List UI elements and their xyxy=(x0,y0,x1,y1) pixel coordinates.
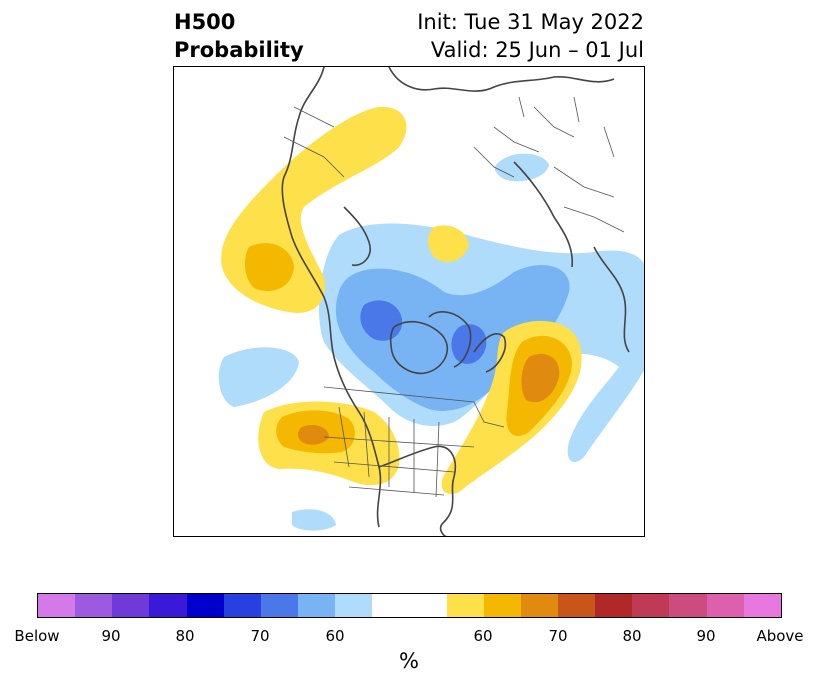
colorbar-segment xyxy=(75,594,113,617)
probability-map xyxy=(173,66,645,537)
colorbar-segment xyxy=(557,594,596,617)
title-valid-range: Valid: 25 Jun – 01 Jul xyxy=(430,38,644,62)
colorbar-tick-label: 60 xyxy=(325,627,345,645)
colorbar-segment xyxy=(149,594,187,617)
title-right: Init: Tue 31 May 2022 Valid: 25 Jun – 01 … xyxy=(417,8,644,64)
title-product: Probability xyxy=(174,38,304,62)
colorbar-tick-label: 60 xyxy=(473,627,493,645)
title-init-date: Init: Tue 31 May 2022 xyxy=(417,10,644,34)
colorbar-segment xyxy=(260,594,298,617)
coastlines xyxy=(281,67,630,536)
map-canvas xyxy=(174,67,644,536)
colorbar xyxy=(37,593,782,618)
colorbar-tick-label: 90 xyxy=(696,627,716,645)
political-borders xyxy=(283,96,625,498)
colorbar-segment xyxy=(446,594,484,617)
colorbar-segment xyxy=(520,594,558,617)
colorbar-segment xyxy=(335,594,373,617)
colorbar-segment xyxy=(223,594,261,617)
colorbar-segment xyxy=(669,594,707,617)
colorbar-tick-label: 90 xyxy=(101,627,121,645)
colorbar-segment xyxy=(706,594,744,617)
colorbar-tick-label: 80 xyxy=(175,627,195,645)
colorbar-tick-label: 70 xyxy=(250,627,270,645)
colorbar-segment xyxy=(409,594,447,617)
colorbar-segment xyxy=(743,594,781,617)
colorbar-segment xyxy=(112,594,150,617)
map-edge-gap xyxy=(174,287,188,319)
colorbar-segment xyxy=(186,594,224,617)
colorbar-tick-label: 70 xyxy=(548,627,568,645)
above-normal-strong-areas xyxy=(297,353,560,445)
title-variable: H500 xyxy=(174,10,236,34)
colorbar-segment xyxy=(483,594,521,617)
colorbar-tick-label: Above xyxy=(756,627,804,645)
colorbar-segment xyxy=(297,594,336,617)
colorbar-segment xyxy=(38,594,76,617)
colorbar-unit-label: % xyxy=(399,649,419,673)
colorbar-segment xyxy=(372,594,410,617)
colorbar-tick-label: 80 xyxy=(622,627,642,645)
colorbar-tick-label: Below xyxy=(14,627,60,645)
colorbar-segment xyxy=(632,594,670,617)
colorbar-segment xyxy=(595,594,633,617)
title-left: H500 Probability xyxy=(174,8,304,64)
